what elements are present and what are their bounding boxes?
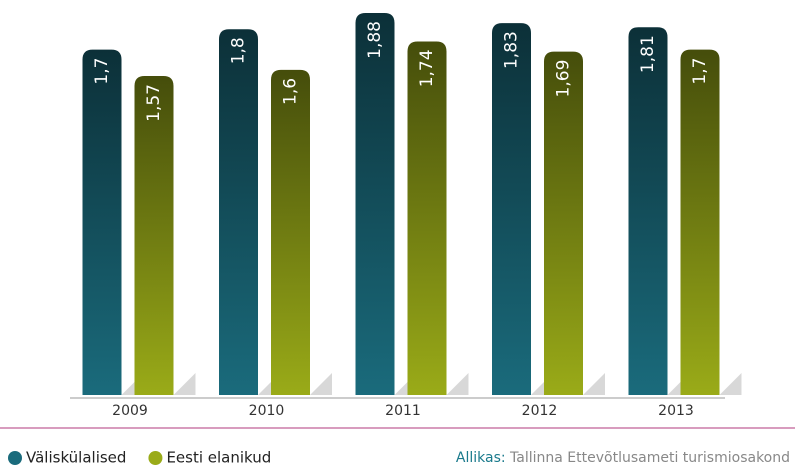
bar [355,13,395,395]
value-label: 1,6 [281,78,301,105]
bar [271,69,310,395]
legend-swatch [8,451,22,465]
bar-shadow [310,373,332,395]
legend-label: Eesti elanikud [166,449,271,467]
value-label: 1,69 [554,60,574,98]
x-tick-label: 2013 [658,403,694,419]
bar-shadow [583,373,605,395]
x-tick-label: 2010 [249,403,285,419]
bar [492,23,531,395]
source-label: Allikas: [456,450,506,466]
bar [628,27,668,396]
value-label: 1,57 [144,84,164,122]
legend-swatch [148,451,163,465]
bar [134,75,174,395]
bar-shadow [446,373,469,395]
bar [219,29,258,396]
value-label: 1,7 [92,58,112,85]
bar [544,51,583,395]
x-tick-label: 2011 [385,403,421,419]
value-label: 1,81 [638,35,658,73]
bar-shadow [719,373,742,395]
legend-label: Väliskülalised [26,449,126,467]
source-text: Tallinna Ettevõtlusameti turismiosakond [509,450,790,466]
value-label: 1,74 [417,49,437,87]
value-label: 1,88 [365,21,385,59]
bar-shadow [173,373,196,395]
bar [407,41,447,395]
value-label: 1,7 [690,58,710,85]
x-tick-label: 2012 [522,403,558,419]
source: Allikas: Tallinna Ettevõtlusameti turism… [456,450,790,466]
bar [680,49,720,396]
bar [82,49,122,396]
value-label: 1,83 [502,31,522,69]
x-tick-label: 2009 [112,403,148,419]
value-label: 1,8 [229,37,249,64]
